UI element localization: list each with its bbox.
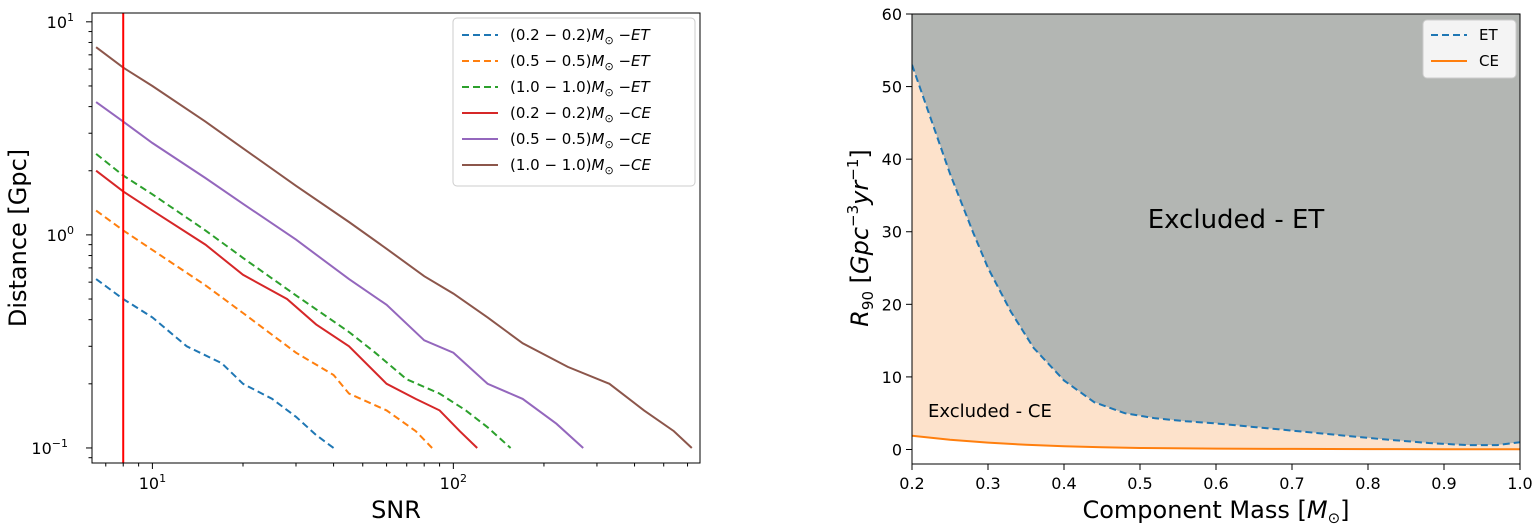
series-line-5 <box>95 46 693 449</box>
legend-det: CE <box>631 130 651 148</box>
legend-sep: − <box>614 104 631 122</box>
series-line-ce <box>912 434 1520 451</box>
left-legend: (0.2 − 0.2)M⊙ −ET(0.5 − 0.5)M⊙ −ET(1.0 −… <box>452 17 696 187</box>
legend-mass: (1.0 − 1.0) <box>510 156 592 174</box>
legend-det: CE <box>631 104 651 122</box>
annotation-excluded-et: Excluded - ET <box>1148 205 1325 235</box>
legend-sep: − <box>614 52 631 70</box>
y-tick-label-2: 101 <box>47 11 74 32</box>
series-line-4 <box>95 101 584 449</box>
legend-sep: − <box>614 78 631 96</box>
y-tick-label-1: 10 <box>882 368 902 387</box>
x-tick-label-3: 0.5 <box>1127 474 1152 493</box>
right-fills <box>912 14 1520 450</box>
y-tick-label-3: 30 <box>882 223 902 242</box>
x-tick-label-0: 101 <box>139 472 166 493</box>
y-tick-exp-0: −1 <box>52 437 68 450</box>
y-tick-label-1: 100 <box>47 224 74 245</box>
y-tick-label-0: 0 <box>892 440 902 459</box>
legend-sun: ⊙ <box>604 60 613 73</box>
legend-label-5: (1.0 − 1.0)M⊙ −CE <box>510 156 652 177</box>
right-chart: 0.2 0.3 0.4 0.5 0.6 0.7 0.8 0.9 1.0 0 10 20 30 40 50 60… <box>844 5 1533 526</box>
y-tick-label-0: 10−1 <box>31 437 68 458</box>
x-tick-exp-0: 1 <box>159 472 166 485</box>
legend-m: M <box>592 52 605 70</box>
y-tick-label-5: 50 <box>882 78 902 97</box>
legend-label-2: (1.0 − 1.0)M⊙ −ET <box>510 78 652 99</box>
legend-sun: ⊙ <box>604 138 613 151</box>
legend-sun: ⊙ <box>604 86 613 99</box>
right-axes: 0.2 0.3 0.4 0.5 0.6 0.7 0.8 0.9 1.0 0 10 20 30 40 50 60 <box>882 5 1533 493</box>
legend-sep: − <box>614 156 631 174</box>
y-tick-label-4: 40 <box>882 150 902 169</box>
legend-m: M <box>592 104 605 122</box>
series-line-1 <box>95 209 433 449</box>
legend-label-1: (0.5 − 0.5)M⊙ −ET <box>510 52 652 73</box>
legend-sep: − <box>614 130 631 148</box>
x-tick-label-1: 0.3 <box>975 474 1000 493</box>
x-tick-label-7: 0.9 <box>1431 474 1456 493</box>
x-tick-label-2: 0.4 <box>1051 474 1076 493</box>
left-plot-lines <box>95 13 693 463</box>
x-tick-label-0: 0.2 <box>899 474 924 493</box>
legend-sun: ⊙ <box>604 112 613 125</box>
series-line-et <box>912 64 1520 447</box>
left-legend-box <box>452 17 696 187</box>
legend-mass: (0.5 − 0.5) <box>510 52 592 70</box>
left-ylabel: Distance [Gpc] <box>4 149 32 327</box>
right-legend-box <box>1422 19 1517 79</box>
legend-mass: (1.0 − 1.0) <box>510 78 592 96</box>
x-tick-label-4: 0.6 <box>1203 474 1228 493</box>
y-tick-label-6: 60 <box>882 5 902 24</box>
legend-det: CE <box>631 156 651 174</box>
left-legend-items: (0.2 − 0.2)M⊙ −ET(0.5 − 0.5)M⊙ −ET(1.0 −… <box>462 26 652 177</box>
series-line-3 <box>95 169 478 449</box>
legend-sep: − <box>614 26 631 44</box>
right-ylabel: R90 [Gpc−3yr−1] <box>844 149 877 327</box>
legend-mass: (0.5 − 0.5) <box>510 130 592 148</box>
legend-m: M <box>592 130 605 148</box>
series-line-0 <box>95 278 335 449</box>
x-tick-label-5: 0.7 <box>1279 474 1304 493</box>
fill-excluded-et <box>912 14 1520 446</box>
left-xlabel: SNR <box>371 496 421 524</box>
x-tick-label-1: 102 <box>440 472 467 493</box>
legend-label-et: ET <box>1479 26 1498 44</box>
annotation-excluded-ce: Excluded - CE <box>928 401 1052 422</box>
y-tick-exp-2: 1 <box>67 11 74 24</box>
legend-det: ET <box>631 52 651 70</box>
legend-mass: (0.2 − 0.2) <box>510 104 592 122</box>
legend-m: M <box>592 78 605 96</box>
legend-m: M <box>592 156 605 174</box>
right-xlabel: Component Mass [M⊙] <box>1082 496 1349 526</box>
right-legend: ET CE <box>1422 19 1517 79</box>
series-line-2 <box>95 153 512 449</box>
legend-det: ET <box>631 26 651 44</box>
x-tick-label-8: 1.0 <box>1507 474 1532 493</box>
right-plot-lines <box>912 64 1520 451</box>
legend-label-0: (0.2 − 0.2)M⊙ −ET <box>510 26 652 47</box>
legend-sun: ⊙ <box>604 34 613 47</box>
legend-mass: (0.2 − 0.2) <box>510 26 592 44</box>
y-tick-label-2: 20 <box>882 295 902 314</box>
fill-excluded-ce <box>912 64 1520 450</box>
legend-label-ce: CE <box>1479 52 1499 70</box>
left-plot-frame <box>91 12 701 464</box>
x-tick-exp-1: 2 <box>460 472 467 485</box>
legend-label-3: (0.2 − 0.2)M⊙ −CE <box>510 104 652 125</box>
legend-det: ET <box>631 78 651 96</box>
legend-label-4: (0.5 − 0.5)M⊙ −CE <box>510 130 652 151</box>
x-tick-label-6: 0.8 <box>1355 474 1380 493</box>
right-legend-items: ET CE <box>1431 26 1499 70</box>
legend-sun: ⊙ <box>604 164 613 177</box>
y-tick-exp-1: 0 <box>67 224 74 237</box>
legend-m: M <box>592 26 605 44</box>
